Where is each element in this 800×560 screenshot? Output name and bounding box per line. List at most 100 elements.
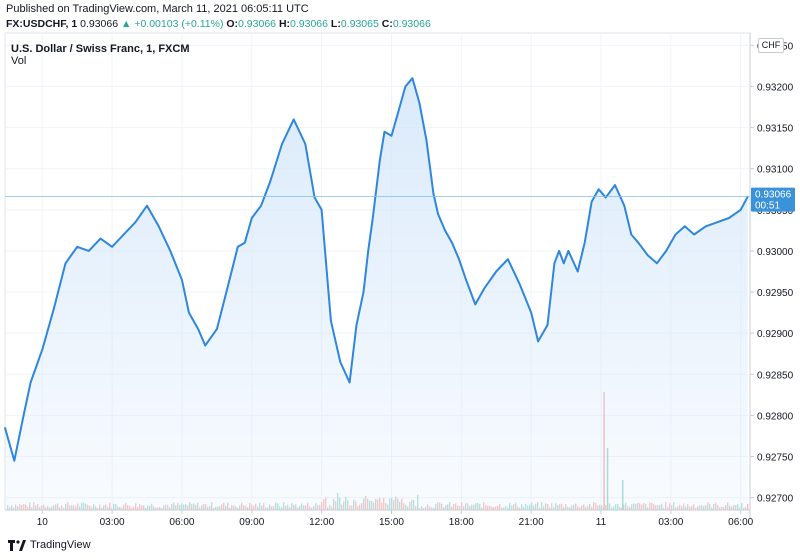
price-point bbox=[157, 225, 160, 228]
low-label: L: bbox=[330, 18, 341, 30]
y-tick-label: 0.92950 bbox=[757, 288, 794, 299]
y-tick-label: 0.93200 bbox=[757, 82, 794, 93]
price-point bbox=[483, 287, 486, 289]
price-point bbox=[465, 278, 467, 281]
price-point bbox=[404, 85, 407, 88]
tradingview-logo-icon bbox=[8, 539, 26, 551]
price-point bbox=[597, 188, 600, 191]
price-point bbox=[656, 262, 658, 265]
price-point bbox=[304, 143, 307, 145]
x-tick-label: 18:00 bbox=[449, 517, 474, 528]
x-tick-label: 03:00 bbox=[658, 517, 683, 528]
price-point bbox=[518, 283, 521, 285]
price-point bbox=[474, 303, 477, 306]
price-point bbox=[390, 135, 393, 137]
close-value: 0.93066 bbox=[392, 18, 431, 30]
x-tick-label: 11 bbox=[596, 517, 607, 528]
price-point bbox=[530, 311, 532, 314]
price-point bbox=[739, 209, 742, 211]
price-point bbox=[614, 184, 616, 186]
price-point bbox=[425, 139, 428, 141]
y-tick-label: 0.92850 bbox=[757, 370, 794, 381]
published-caption: Published on TradingView.com, March 11, … bbox=[6, 3, 309, 15]
volume-label: Vol bbox=[11, 55, 27, 67]
price-point bbox=[320, 209, 323, 211]
price-point bbox=[243, 241, 246, 244]
price-point bbox=[383, 130, 386, 133]
price-point bbox=[397, 110, 400, 112]
price-point bbox=[576, 270, 579, 273]
price-point bbox=[451, 241, 453, 244]
price-point bbox=[53, 307, 55, 310]
price-point bbox=[122, 233, 125, 236]
price-point bbox=[590, 200, 593, 203]
last-price: 0.93066 bbox=[80, 18, 119, 30]
price-point bbox=[181, 278, 183, 281]
last-price-tag bbox=[751, 187, 795, 212]
price-point bbox=[134, 221, 137, 223]
change-up-icon: ▲ bbox=[121, 18, 132, 30]
price-point bbox=[507, 258, 509, 260]
currency-badge[interactable]: CHF bbox=[758, 38, 784, 53]
price-area-fill bbox=[5, 78, 748, 510]
price-point bbox=[567, 250, 570, 252]
price-point bbox=[630, 233, 633, 236]
price-point bbox=[362, 291, 365, 293]
close-label: C: bbox=[381, 18, 393, 30]
quote-line: FX:USDCHF, 1 0.93066 ▲ +0.00103 (+0.11%)… bbox=[6, 18, 431, 30]
x-tick-label: 10 bbox=[37, 517, 49, 528]
price-point bbox=[88, 250, 90, 252]
price-point bbox=[169, 250, 172, 252]
y-tick-label: 0.92900 bbox=[757, 329, 794, 340]
price-point bbox=[437, 213, 439, 215]
last-price-tag-countdown: 00:51 bbox=[755, 201, 780, 212]
price-point bbox=[269, 180, 272, 182]
price-point bbox=[13, 459, 16, 462]
price-point bbox=[260, 204, 262, 207]
open-label: O: bbox=[226, 18, 239, 30]
price-point bbox=[237, 246, 239, 248]
price-point bbox=[339, 361, 342, 363]
x-tick-label: 12:00 bbox=[309, 517, 334, 528]
x-tick-label: 03:00 bbox=[100, 517, 125, 528]
low-value: 0.93065 bbox=[340, 18, 379, 30]
price-point bbox=[432, 192, 435, 195]
price-point bbox=[583, 241, 586, 244]
price-point bbox=[64, 262, 67, 265]
price-point bbox=[553, 262, 556, 265]
price-point bbox=[372, 217, 374, 219]
price-point bbox=[99, 237, 102, 240]
price-point bbox=[4, 426, 6, 429]
symbol-label: FX:USDCHF, 1 bbox=[6, 18, 78, 30]
x-tick-label: 06:00 bbox=[169, 517, 194, 528]
price-point bbox=[495, 270, 498, 273]
price-point bbox=[281, 143, 283, 145]
price-point bbox=[704, 225, 707, 228]
price-point bbox=[188, 311, 190, 314]
price-point bbox=[111, 246, 113, 248]
chart-title: U.S. Dollar / Swiss Franc, 1, FXCM bbox=[11, 43, 190, 55]
price-point bbox=[418, 102, 421, 104]
price-point bbox=[379, 159, 381, 162]
price-point bbox=[22, 414, 25, 417]
price-point bbox=[41, 348, 44, 351]
open-value: 0.93066 bbox=[238, 18, 277, 30]
y-tick-label: 0.93150 bbox=[757, 124, 794, 135]
price-point bbox=[355, 324, 358, 326]
footer-brand[interactable]: TradingView bbox=[8, 539, 91, 551]
price-point bbox=[674, 233, 677, 236]
y-tick-label: 0.92700 bbox=[757, 494, 794, 505]
footer-brand-label: TradingView bbox=[30, 539, 91, 551]
price-point bbox=[76, 246, 78, 248]
price-point bbox=[537, 340, 539, 343]
price-point bbox=[216, 328, 218, 330]
price-point bbox=[197, 328, 200, 330]
y-tick-label: 0.93000 bbox=[757, 247, 794, 258]
price-point bbox=[411, 77, 414, 80]
x-tick-label: 21:00 bbox=[519, 517, 544, 528]
price-point bbox=[292, 118, 295, 121]
price-point bbox=[604, 196, 607, 199]
x-tick-label: 06:00 bbox=[728, 517, 753, 528]
price-point bbox=[250, 217, 253, 219]
